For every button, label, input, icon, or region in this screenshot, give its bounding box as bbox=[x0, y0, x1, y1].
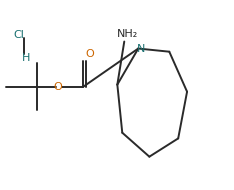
Text: N: N bbox=[137, 44, 145, 55]
Text: Cl: Cl bbox=[13, 30, 24, 40]
Text: O: O bbox=[86, 49, 95, 59]
Text: H: H bbox=[22, 53, 30, 63]
Text: O: O bbox=[53, 82, 62, 92]
Text: NH₂: NH₂ bbox=[117, 29, 138, 39]
